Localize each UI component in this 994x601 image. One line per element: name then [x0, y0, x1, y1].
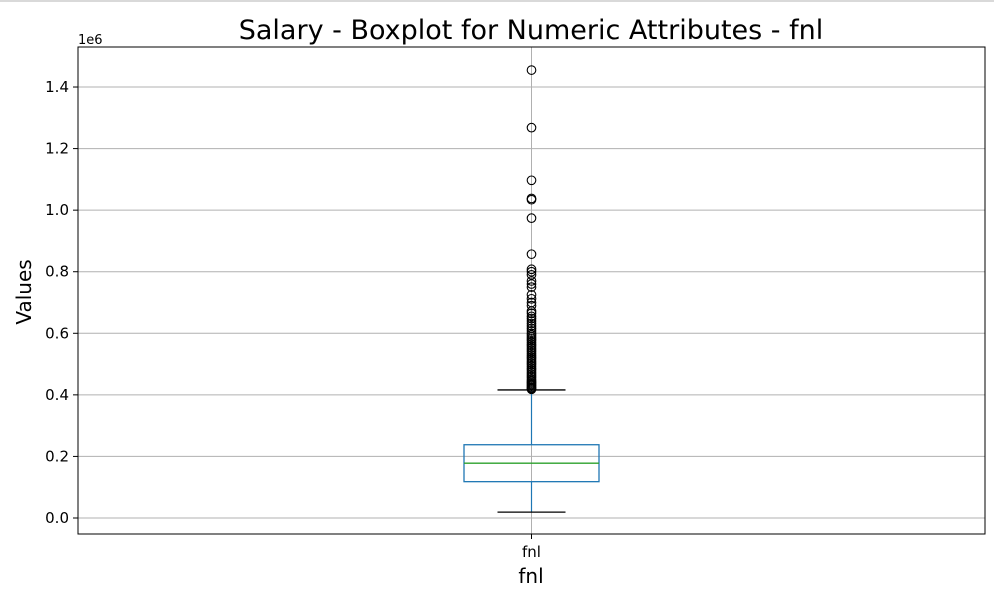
- y-tick-label: 0.6: [45, 324, 69, 342]
- outlier-point: [526, 318, 537, 329]
- y-tick-label: 0.4: [45, 386, 69, 404]
- y-tick-label: 0.2: [45, 447, 69, 465]
- y-tick-label: 1.2: [45, 140, 69, 158]
- outlier-point: [526, 65, 537, 75]
- outlier-point: [526, 264, 537, 275]
- outlier-point: [526, 266, 537, 277]
- x-axis-label: fnl: [518, 564, 543, 588]
- x-tick-label: fnl: [522, 543, 541, 561]
- y-tick-label: 1.0: [45, 201, 69, 219]
- outlier-point: [526, 276, 537, 286]
- outlier-point: [526, 269, 537, 280]
- y-offset-label: 1e6: [78, 33, 103, 48]
- outlier-point: [526, 122, 537, 133]
- outlier-point: [526, 313, 537, 324]
- outlier-point: [526, 300, 537, 311]
- outlier-point: [526, 384, 537, 395]
- y-axis-label: Values: [12, 259, 36, 324]
- outlier-point: [526, 293, 537, 304]
- y-tick-label: 0.8: [45, 263, 69, 281]
- outlier-point: [526, 321, 537, 331]
- outlier-point: [526, 289, 537, 300]
- outlier-point: [526, 213, 537, 224]
- outlier-point: [526, 194, 537, 205]
- plot-frame: [77, 46, 986, 535]
- outlier-point: [526, 249, 537, 260]
- y-tick-label: 1.4: [45, 78, 69, 96]
- outlier-point: [526, 279, 537, 289]
- outlier-point: [526, 282, 537, 292]
- outlier-point: [526, 316, 537, 326]
- chart-title: Salary - Boxplot for Numeric Attributes …: [239, 15, 824, 46]
- window-top-rule: [0, 0, 994, 2]
- outlier-point: [526, 325, 537, 336]
- y-tick-label: 0.0: [45, 509, 69, 527]
- outlier-point: [526, 175, 537, 186]
- outlier-point: [526, 308, 537, 319]
